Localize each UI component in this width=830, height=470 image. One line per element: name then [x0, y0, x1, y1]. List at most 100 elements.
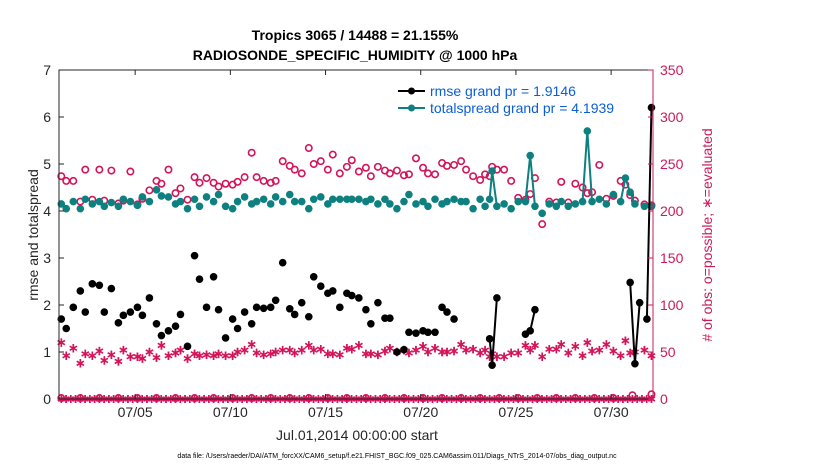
- rmse-point: [157, 331, 166, 340]
- obs-evaluated-point: [221, 351, 230, 360]
- spread-point: [126, 197, 135, 206]
- rmse-point: [271, 296, 280, 305]
- spread-point: [538, 209, 546, 218]
- obs-evaluated-point: [442, 347, 452, 357]
- obs-possible-point: [69, 176, 78, 185]
- plot-area: [57, 70, 656, 403]
- spread-point: [485, 195, 494, 204]
- spread-point: [481, 202, 489, 211]
- obs-evaluated-point: [571, 342, 580, 351]
- obs-evaluated-point: [578, 351, 587, 360]
- spread-point: [69, 197, 78, 206]
- obs-possible-point: [81, 165, 90, 174]
- rmse-point: [100, 308, 109, 316]
- rmse-point: [190, 251, 199, 260]
- rmse-point: [412, 329, 420, 338]
- spread-point: [583, 127, 592, 135]
- spread-point: [386, 200, 394, 208]
- obs-evaluated-point: [69, 344, 78, 353]
- spread-point: [119, 195, 128, 204]
- spread-point: [521, 197, 530, 206]
- obs-evaluated-point: [595, 345, 604, 355]
- rmse-point: [88, 280, 97, 288]
- obs-evaluated-point: [469, 344, 478, 354]
- spread-point: [431, 195, 439, 204]
- obs-possible-point: [366, 172, 375, 181]
- obs-evaluated-point: [190, 349, 199, 359]
- obs-possible-point: [431, 170, 440, 179]
- spread-point: [616, 197, 625, 206]
- spread-point: [297, 197, 306, 206]
- rmse-point: [400, 345, 408, 354]
- rmse-point: [145, 294, 154, 302]
- spread-point: [443, 197, 451, 206]
- obs-possible-point: [297, 169, 306, 178]
- spread-point: [259, 195, 268, 204]
- obs-evaluated-point: [557, 340, 566, 349]
- obs-evaluated-point: [152, 353, 161, 362]
- rmse-point: [386, 314, 394, 322]
- spread-point: [336, 195, 344, 204]
- obs-evaluated-point: [278, 345, 287, 355]
- obs-possible-point: [247, 148, 256, 157]
- rmse-point: [247, 320, 256, 328]
- rmse-point: [526, 327, 535, 335]
- y2-tick-label: 100: [660, 297, 684, 313]
- obs-evaluated-point: [385, 344, 394, 353]
- obs-evaluated-point: [347, 344, 356, 354]
- y-axis-right: 0 50 100 150 200 250 300 350: [648, 62, 684, 407]
- spread-point: [107, 198, 116, 207]
- obs-possible-point: [469, 172, 478, 181]
- rmse-point: [450, 315, 458, 323]
- obs-possible-point: [571, 179, 580, 188]
- spread-point: [355, 195, 363, 204]
- rmse-point: [297, 298, 306, 307]
- obs-possible-point: [259, 176, 268, 185]
- x-tick-label: 07/15: [308, 404, 343, 420]
- rmse-point: [69, 303, 78, 312]
- obs-possible-point: [411, 154, 420, 163]
- spread-point: [531, 202, 539, 211]
- obs-evaluated-point: [328, 349, 337, 359]
- rmse-point: [336, 303, 344, 312]
- rmse-point: [443, 308, 451, 316]
- legend-spread-label: totalspread grand pr = 4.1939: [430, 100, 614, 116]
- spread-point: [578, 197, 587, 206]
- rmse-point: [221, 334, 230, 342]
- rmse-point: [233, 324, 242, 333]
- obs-possible-point: [202, 174, 211, 183]
- y-tick-label: 7: [43, 62, 51, 78]
- rmse-point: [285, 304, 294, 313]
- obs-evaluated-point: [609, 346, 618, 356]
- y-tick-label: 0: [43, 391, 51, 407]
- spread-point: [393, 204, 401, 213]
- obs-evaluated-point: [202, 350, 211, 360]
- obs-evaluated-point: [88, 351, 97, 360]
- obs-evaluated-point: [552, 344, 561, 354]
- obs-possible-point: [95, 165, 104, 174]
- obs-possible-point: [457, 157, 466, 166]
- y2-tick-label: 50: [660, 344, 676, 360]
- spread-point: [514, 197, 523, 206]
- rmse-point: [531, 305, 539, 314]
- spread-point: [266, 200, 275, 208]
- spread-point: [100, 202, 109, 211]
- y2-tick-label: 250: [660, 156, 684, 172]
- spread-point: [214, 190, 223, 199]
- spread-point: [164, 193, 173, 201]
- rmse-point: [133, 303, 142, 312]
- obs-evaluated-point: [602, 340, 611, 349]
- obs-evaluated-point: [647, 351, 656, 360]
- obs-evaluated-point: [290, 348, 299, 358]
- obs-evaluated-point: [481, 345, 490, 355]
- rmse-point: [107, 284, 116, 293]
- obs-possible-point: [190, 173, 199, 182]
- obs-evaluated-point: [621, 336, 630, 345]
- rmse-point: [164, 327, 173, 335]
- spread-point: [88, 200, 97, 208]
- obs-evaluated-point: [107, 350, 116, 360]
- spread-point: [202, 193, 211, 201]
- obs-evaluated-point: [214, 349, 223, 359]
- rmse-point: [485, 335, 494, 343]
- obs-possible-point: [323, 165, 332, 174]
